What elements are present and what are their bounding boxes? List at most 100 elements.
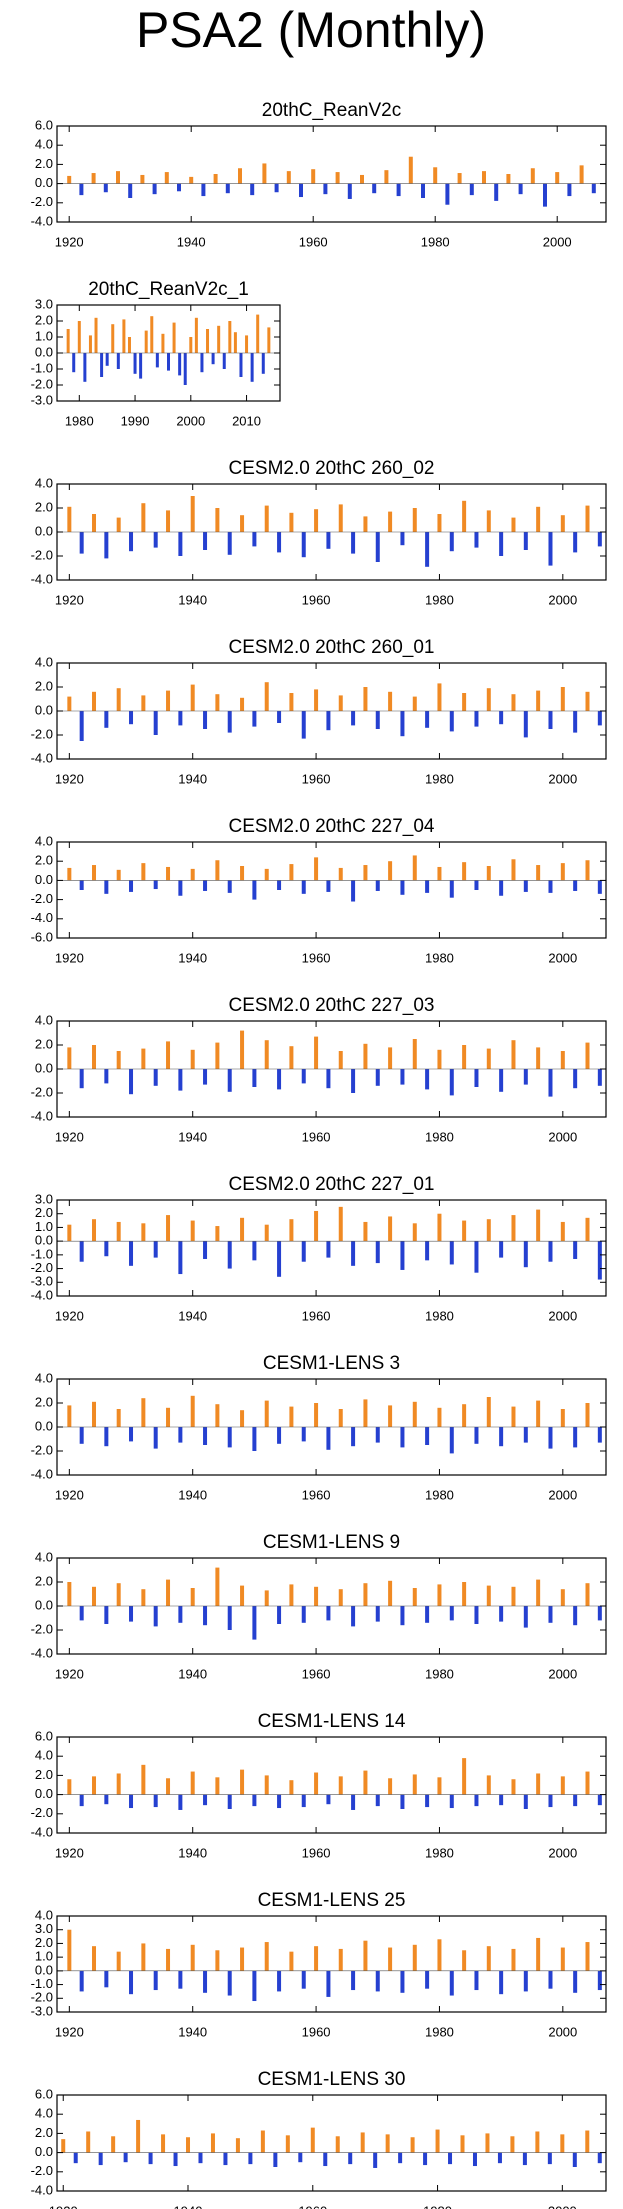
bar	[233, 332, 237, 353]
bar	[326, 711, 331, 731]
y-tick-label: 0.0	[35, 1418, 53, 1433]
x-tick-label: 2000	[548, 1308, 577, 1323]
bar	[462, 1220, 467, 1242]
bar	[573, 1970, 578, 1993]
bar	[267, 327, 271, 353]
bar	[289, 1780, 294, 1795]
x-tick-label: 1920	[55, 1845, 84, 1860]
bar	[462, 1582, 467, 1606]
x-tick-label: 1940	[178, 1845, 207, 1860]
bar	[150, 316, 154, 353]
bar	[474, 1427, 479, 1444]
bar	[482, 171, 486, 184]
bar	[141, 1589, 146, 1606]
bar	[579, 165, 584, 184]
bar	[388, 861, 393, 881]
bar	[591, 183, 596, 194]
bar	[301, 1970, 306, 1989]
bar	[240, 1217, 245, 1242]
y-tick-label: -2.0	[31, 1621, 53, 1636]
bar	[351, 1069, 356, 1093]
bar	[144, 330, 148, 353]
bar	[153, 532, 158, 548]
bar	[375, 1794, 380, 1807]
x-tick-label: 2000	[548, 1129, 577, 1144]
panel-title: CESM1-LENS 30	[258, 2069, 406, 2090]
bar	[79, 1069, 84, 1089]
bar	[141, 1943, 146, 1971]
bar	[547, 2152, 552, 2165]
bar	[164, 172, 169, 184]
x-tick-label: 1940	[178, 1308, 207, 1323]
y-tick-label: 2.0	[35, 499, 53, 514]
bar	[425, 1970, 430, 1989]
bar	[116, 517, 121, 532]
bar	[445, 183, 450, 205]
bar	[375, 1427, 380, 1443]
x-tick-label: 1960	[302, 1308, 331, 1323]
bar	[462, 693, 467, 711]
bar	[548, 711, 553, 729]
bar	[548, 1069, 553, 1097]
bar	[190, 1944, 195, 1971]
bar	[104, 1427, 109, 1447]
bar	[474, 1970, 479, 1991]
y-tick-label: -4.0	[31, 1824, 53, 1839]
x-tick-label: 1920	[55, 2024, 84, 2039]
bar	[462, 1758, 467, 1795]
bar	[400, 532, 405, 546]
bar	[190, 868, 195, 881]
y-tick-label: -4.0	[31, 1108, 53, 1123]
bar	[474, 880, 479, 890]
bar	[351, 532, 356, 554]
bar	[203, 1069, 208, 1085]
bar	[388, 1405, 393, 1427]
bar	[178, 1069, 183, 1091]
bar	[523, 1427, 528, 1443]
bar	[92, 1401, 97, 1427]
bar	[238, 168, 242, 184]
bar	[215, 508, 220, 532]
bar	[474, 1794, 479, 1807]
bar	[388, 1947, 393, 1971]
y-tick-label: 4.0	[35, 833, 53, 848]
bar	[260, 2130, 265, 2153]
bar	[448, 2152, 453, 2165]
bar	[166, 1215, 171, 1242]
bar	[155, 353, 159, 368]
bar	[153, 880, 158, 890]
bar	[133, 353, 137, 374]
bar	[92, 1586, 97, 1606]
bar	[67, 867, 72, 881]
bar	[499, 1241, 504, 1258]
plot-frame	[56, 2094, 607, 2192]
bar	[128, 183, 133, 198]
bar	[261, 353, 265, 374]
bar	[104, 880, 109, 894]
y-tick-label: -2.0	[31, 1260, 53, 1275]
bar	[274, 183, 279, 193]
bar	[363, 1043, 368, 1069]
bar	[573, 1606, 578, 1626]
bar	[248, 2152, 253, 2165]
y-tick-label: -4.0	[31, 750, 53, 765]
bar	[536, 1047, 541, 1069]
bar	[73, 2152, 78, 2164]
bar	[92, 1776, 97, 1795]
bar	[79, 532, 84, 554]
bar	[523, 1794, 528, 1809]
y-tick-label: -2.0	[31, 2163, 53, 2178]
bar	[597, 1970, 602, 1991]
bar	[412, 508, 417, 532]
bar	[250, 353, 254, 382]
bar	[178, 353, 182, 376]
bar	[338, 695, 343, 711]
y-tick-label: 4.0	[35, 137, 53, 152]
bar	[335, 2136, 340, 2153]
bar	[301, 532, 306, 558]
x-tick-label: 1980	[425, 592, 454, 607]
bar	[462, 1045, 467, 1069]
bar	[252, 1241, 257, 1261]
bar	[400, 1069, 405, 1085]
panel-title: 20thC_ReanV2c	[262, 100, 401, 121]
